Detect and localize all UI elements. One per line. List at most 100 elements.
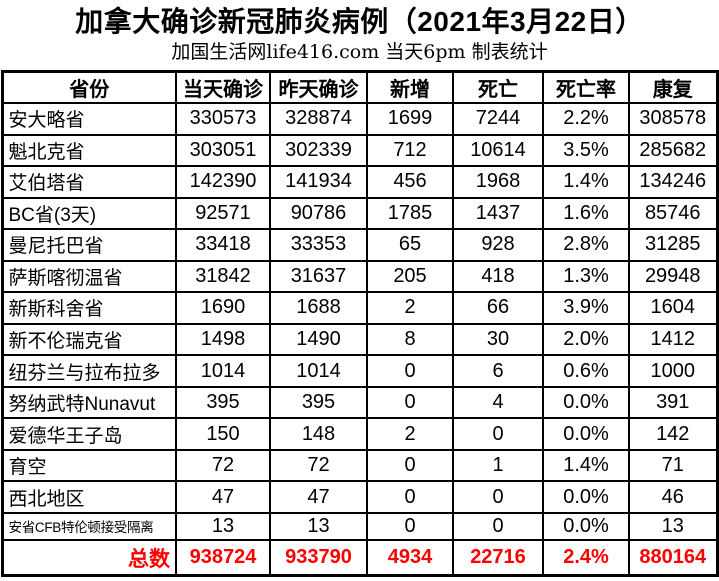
cell-new-cases: 712 — [366, 133, 454, 168]
cell-yesterday-confirmed: 72 — [269, 448, 368, 483]
cell-death-rate: 0.0% — [542, 417, 630, 451]
cell-today-confirmed: 1014 — [175, 354, 271, 388]
cell-deaths: 0 — [452, 480, 544, 514]
cell-yesterday-confirmed: 47 — [269, 480, 368, 514]
table-row: 新斯科舍省 1690 1688 2 66 3.9% 1604 — [1, 291, 718, 325]
cell-recovered: 308578 — [628, 102, 718, 136]
page-subtitle: 加国生活网life416.com 当天6pm 制表统计 — [171, 41, 548, 63]
table-row: 曼尼托巴省 33418 33353 65 928 2.8% 31285 — [1, 228, 718, 262]
cell-yesterday-confirmed: 933790 — [269, 539, 368, 577]
cell-recovered: 46 — [628, 480, 718, 514]
table-row: 纽芬兰与拉布拉多 1014 1014 0 6 0.6% 1000 — [1, 354, 718, 388]
cell-deaths: 1968 — [452, 165, 544, 199]
table-row: 育空 72 72 0 1 1.4% 71 — [1, 448, 718, 483]
col-header-death-rate: 死亡率 — [542, 70, 630, 104]
cell-province: 纽芬兰与拉布拉多 — [1, 354, 177, 388]
cell-deaths: 1437 — [452, 196, 544, 231]
cell-recovered: 142 — [628, 417, 718, 451]
cell-death-rate: 1.4% — [542, 448, 630, 483]
cell-new-cases: 8 — [366, 322, 454, 357]
cell-yesterday-confirmed: 1490 — [269, 322, 368, 357]
cell-province: 新不伦瑞克省 — [1, 322, 177, 357]
cell-today-confirmed: 31842 — [175, 259, 271, 294]
cell-new-cases: 1785 — [366, 196, 454, 231]
table-row: 艾伯塔省 142390 141934 456 1968 1.4% 134246 — [1, 165, 718, 199]
cell-new-cases: 2 — [366, 291, 454, 325]
cell-death-rate: 3.5% — [542, 133, 630, 168]
cell-new-cases: 65 — [366, 228, 454, 262]
cell-province: 安省CFB特伦顿接受隔离 — [1, 511, 177, 542]
cell-recovered: 1412 — [628, 322, 718, 357]
col-header-new-cases: 新增 — [366, 70, 454, 104]
cell-deaths: 22716 — [452, 539, 544, 577]
cell-province: 努纳武特Nunavut — [1, 385, 177, 420]
cell-today-confirmed: 395 — [175, 385, 271, 420]
cell-recovered: 391 — [628, 385, 718, 420]
cell-new-cases: 456 — [366, 165, 454, 199]
col-header-yesterday-confirmed: 昨天确诊 — [269, 70, 368, 104]
cell-yesterday-confirmed: 13 — [269, 511, 368, 542]
cell-yesterday-confirmed: 1014 — [269, 354, 368, 388]
table-row: 新不伦瑞克省 1498 1490 8 30 2.0% 1412 — [1, 322, 718, 357]
table-row: 安省CFB特伦顿接受隔离 13 13 0 0 0.0% 13 — [1, 511, 718, 542]
cell-new-cases: 0 — [366, 480, 454, 514]
cell-recovered: 13 — [628, 511, 718, 542]
col-header-today-confirmed: 当天确诊 — [175, 70, 271, 104]
cell-today-confirmed: 72 — [175, 448, 271, 483]
cell-new-cases: 0 — [366, 354, 454, 388]
cell-deaths: 30 — [452, 322, 544, 357]
table-body: 安大略省 330573 328874 1699 7244 2.2% 308578… — [1, 102, 718, 577]
cell-deaths: 4 — [452, 385, 544, 420]
cell-new-cases: 0 — [366, 511, 454, 542]
cell-death-rate: 3.9% — [542, 291, 630, 325]
cell-deaths: 418 — [452, 259, 544, 294]
cell-today-confirmed: 938724 — [175, 539, 271, 577]
cell-province: 育空 — [1, 448, 177, 483]
cell-today-confirmed: 92571 — [175, 196, 271, 231]
covid-stats-table: 省份 当天确诊 昨天确诊 新增 死亡 死亡率 康复 安大略省 330573 32… — [0, 70, 719, 577]
cell-today-confirmed: 1498 — [175, 322, 271, 357]
cell-yesterday-confirmed: 33353 — [269, 228, 368, 262]
cell-yesterday-confirmed: 31637 — [269, 259, 368, 294]
cell-yesterday-confirmed: 302339 — [269, 133, 368, 168]
cell-today-confirmed: 142390 — [175, 165, 271, 199]
cell-province: 安大略省 — [1, 102, 177, 136]
cell-recovered: 29948 — [628, 259, 718, 294]
cell-recovered: 1000 — [628, 354, 718, 388]
cell-today-confirmed: 150 — [175, 417, 271, 451]
cell-recovered: 285682 — [628, 133, 718, 168]
cell-yesterday-confirmed: 328874 — [269, 102, 368, 136]
cell-province: 总数 — [1, 539, 177, 577]
cell-deaths: 7244 — [452, 102, 544, 136]
cell-today-confirmed: 13 — [175, 511, 271, 542]
cell-death-rate: 0.0% — [542, 385, 630, 420]
cell-new-cases: 4934 — [366, 539, 454, 577]
cell-today-confirmed: 47 — [175, 480, 271, 514]
cell-province: 新斯科舍省 — [1, 291, 177, 325]
cell-deaths: 0 — [452, 417, 544, 451]
cell-death-rate: 1.4% — [542, 165, 630, 199]
cell-deaths: 6 — [452, 354, 544, 388]
table-row: 西北地区 47 47 0 0 0.0% 46 — [1, 480, 718, 514]
cell-today-confirmed: 1690 — [175, 291, 271, 325]
cell-death-rate: 0.6% — [542, 354, 630, 388]
cell-death-rate: 0.0% — [542, 511, 630, 542]
cell-deaths: 66 — [452, 291, 544, 325]
cell-province: 萨斯喀彻温省 — [1, 259, 177, 294]
cell-province: 魁北克省 — [1, 133, 177, 168]
cell-death-rate: 1.6% — [542, 196, 630, 231]
cell-new-cases: 2 — [366, 417, 454, 451]
col-header-recovered: 康复 — [628, 70, 718, 104]
cell-deaths: 10614 — [452, 133, 544, 168]
cell-new-cases: 1699 — [366, 102, 454, 136]
cell-death-rate: 2.0% — [542, 322, 630, 357]
cell-today-confirmed: 33418 — [175, 228, 271, 262]
header-row: 省份 当天确诊 昨天确诊 新增 死亡 死亡率 康复 — [1, 70, 718, 104]
table-row: 总数 938724 933790 4934 22716 2.4% 880164 — [1, 539, 718, 577]
table-row: 安大略省 330573 328874 1699 7244 2.2% 308578 — [1, 102, 718, 136]
table-row: 爱德华王子岛 150 148 2 0 0.0% 142 — [1, 417, 718, 451]
cell-new-cases: 0 — [366, 448, 454, 483]
table-row: BC省(3天) 92571 90786 1785 1437 1.6% 85746 — [1, 196, 718, 231]
cell-recovered: 31285 — [628, 228, 718, 262]
